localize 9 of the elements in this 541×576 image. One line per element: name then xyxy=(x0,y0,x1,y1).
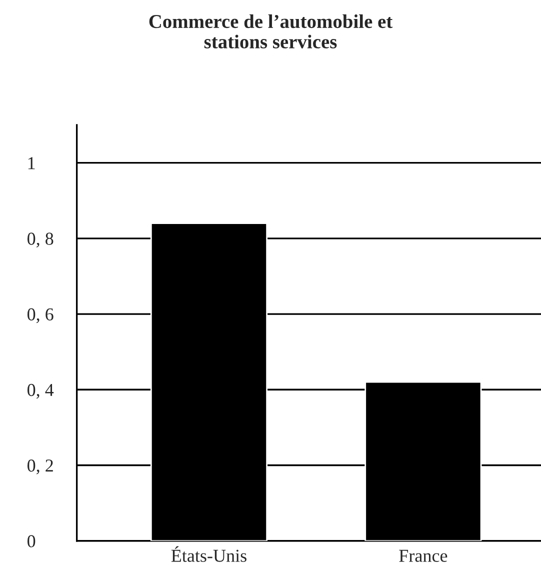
y-tick-label: 0, 6 xyxy=(28,308,54,324)
y-tick-label: 1 xyxy=(28,157,35,170)
y-tick-label: 0, 8 xyxy=(28,232,54,248)
y-tick-label: 0 xyxy=(28,535,36,548)
y-tick-label: 0, 2 xyxy=(28,460,53,474)
chart-title: Commerce de l’automobile et stations services xyxy=(149,14,393,48)
x-tick-label: États-Unis xyxy=(171,546,246,562)
y-tick-label: 0, 4 xyxy=(28,384,54,399)
x-tick-label: France xyxy=(399,550,448,562)
